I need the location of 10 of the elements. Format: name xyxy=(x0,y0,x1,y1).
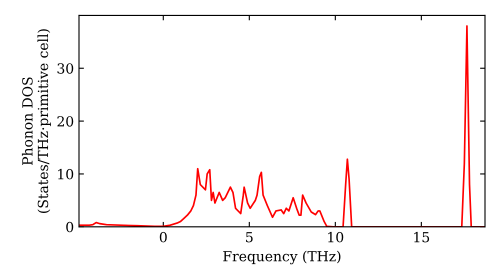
x-tick-label: 15 xyxy=(414,232,430,242)
x-tick-label: 0 xyxy=(160,232,167,242)
y-tick-label: 0 xyxy=(66,222,74,232)
y-tick-label: 30 xyxy=(58,63,74,74)
x-tick-label: 10 xyxy=(328,232,344,242)
x-tick-label: 5 xyxy=(246,232,253,242)
y-tick-label: 10 xyxy=(58,168,74,180)
x-axis-title: Frequency (THz) xyxy=(223,250,340,264)
y-axis-title: Phonon DOS (States/THz·primitive cell) xyxy=(22,29,51,213)
y-tick-label: 20 xyxy=(57,116,74,127)
